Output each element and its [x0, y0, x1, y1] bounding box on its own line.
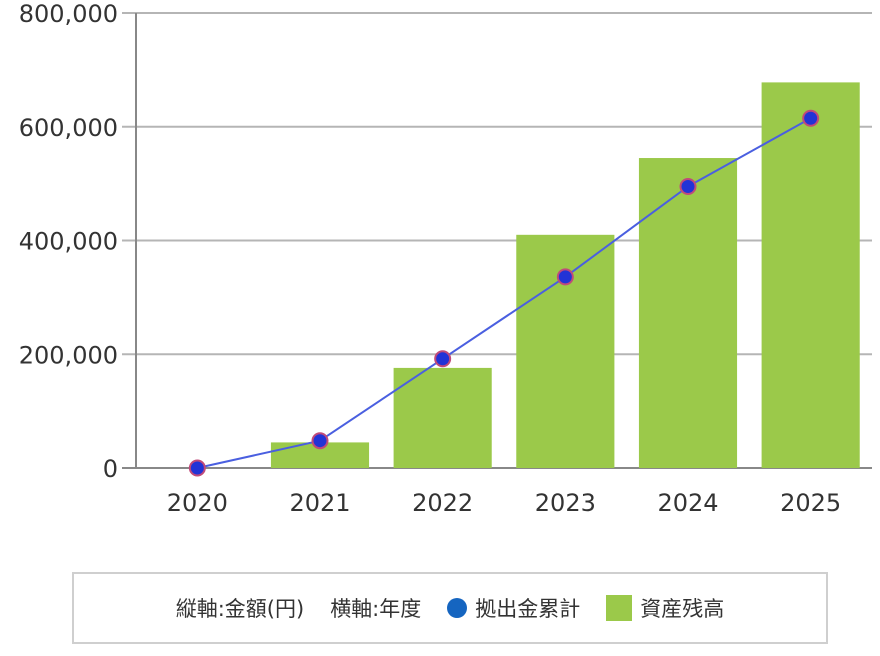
x-tick-label: 2024: [657, 489, 718, 517]
bar-series: [270, 82, 860, 468]
line-series: [188, 109, 820, 477]
chart-area: 0 200,000 400,000 600,000 800,000 2020 2021 202…: [19, 0, 872, 517]
grid-lines: [122, 12, 872, 356]
chart-legend: 縦軸:金額(円) 横軸:年度 拠出金累計 資産残高: [72, 572, 828, 644]
line-point: [188, 459, 206, 477]
legend-bar-series-label: 資産残高: [640, 597, 725, 621]
bar: [393, 367, 492, 468]
legend-horizontal-axis-text: 横軸:年度: [330, 597, 422, 621]
legend-bar-series: 資産残高: [606, 593, 724, 623]
bar: [638, 158, 738, 468]
line-point: [311, 432, 329, 450]
line-point: [434, 350, 452, 368]
y-tick-label: 800,000: [19, 0, 118, 28]
bar: [761, 82, 860, 468]
legend-line-series: 拠出金累計: [447, 593, 580, 623]
x-tick-label: 2025: [780, 489, 841, 517]
x-tick-label: 2023: [535, 489, 596, 517]
y-tick-label: 200,000: [19, 341, 118, 369]
tick-labels: 0 200,000 400,000 600,000 800,000 2020 2021 202…: [19, 0, 841, 517]
y-tick-label: 600,000: [19, 114, 118, 142]
series-line: [197, 117, 812, 469]
circle-marker-icon: [447, 598, 468, 618]
square-swatch-icon: [606, 595, 633, 621]
x-tick-label: 2020: [167, 489, 228, 517]
legend-vertical-axis-note: 縦軸:金額(円): [176, 593, 304, 623]
y-tick-label: 400,000: [19, 228, 118, 256]
line-point: [679, 177, 697, 195]
legend-horizontal-axis-note: 横軸:年度: [330, 593, 421, 623]
x-tick-label: 2022: [412, 489, 473, 517]
line-point: [556, 268, 574, 286]
axes: [122, 13, 872, 469]
legend-line-series-label: 拠出金累計: [475, 597, 581, 621]
legend-vertical-axis-text: 縦軸:金額(円): [175, 597, 305, 621]
x-tick-label: 2021: [289, 489, 350, 517]
line-point: [802, 109, 820, 127]
y-tick-label: 0: [103, 455, 118, 483]
